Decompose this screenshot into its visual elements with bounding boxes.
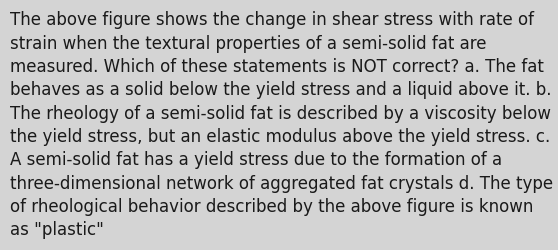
Text: measured. Which of these statements is NOT correct? a. The fat: measured. Which of these statements is N… bbox=[10, 58, 544, 76]
Text: strain when the textural properties of a semi-solid fat are: strain when the textural properties of a… bbox=[10, 34, 487, 52]
Text: as "plastic": as "plastic" bbox=[10, 220, 104, 238]
Text: the yield stress, but an elastic modulus above the yield stress. c.: the yield stress, but an elastic modulus… bbox=[10, 128, 550, 146]
Text: The rheology of a semi-solid fat is described by a viscosity below: The rheology of a semi-solid fat is desc… bbox=[10, 104, 551, 122]
Text: A semi-solid fat has a yield stress due to the formation of a: A semi-solid fat has a yield stress due … bbox=[10, 151, 502, 169]
Text: three-dimensional network of aggregated fat crystals d. The type: three-dimensional network of aggregated … bbox=[10, 174, 553, 192]
Text: of rheological behavior described by the above figure is known: of rheological behavior described by the… bbox=[10, 197, 533, 215]
Text: The above figure shows the change in shear stress with rate of: The above figure shows the change in she… bbox=[10, 11, 534, 29]
Text: behaves as a solid below the yield stress and a liquid above it. b.: behaves as a solid below the yield stres… bbox=[10, 81, 551, 99]
